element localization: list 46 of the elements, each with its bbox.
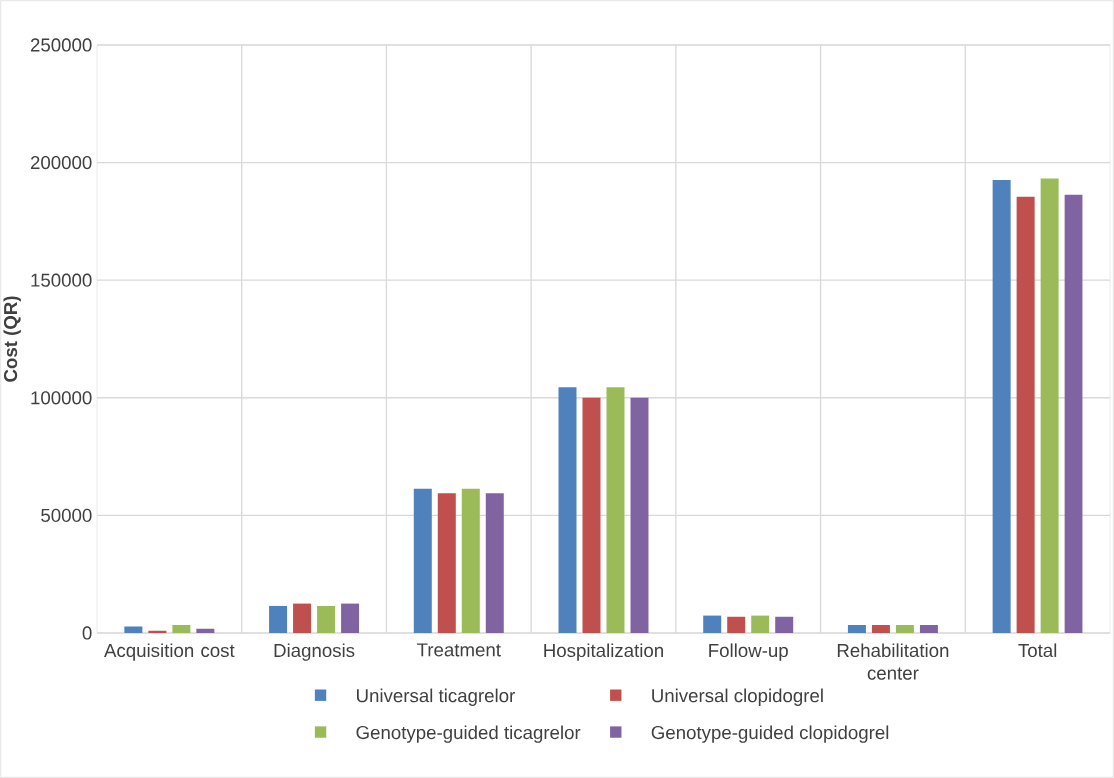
bar <box>871 624 890 633</box>
x-tick-label: Follow-up <box>709 643 788 661</box>
bar <box>269 605 288 633</box>
legend-label: Universal ticagrelor <box>357 688 515 706</box>
bar <box>293 603 312 633</box>
bar <box>1040 178 1059 633</box>
bar <box>919 624 938 633</box>
bar <box>341 603 360 633</box>
bar <box>775 616 794 633</box>
bar <box>558 387 577 633</box>
bar <box>727 616 746 633</box>
bar <box>847 624 866 633</box>
bar <box>606 387 625 633</box>
bar <box>582 397 601 633</box>
bar <box>196 628 215 633</box>
y-tick-label: 0 <box>82 626 92 640</box>
x-tick-label: Diagnosis <box>274 643 355 661</box>
bar <box>992 180 1011 633</box>
bar <box>751 615 770 633</box>
x-tick-label: Treatment <box>417 643 501 657</box>
bar <box>124 626 143 633</box>
bar <box>172 624 191 633</box>
legend-label: Genotype-guided ticagrelor <box>356 725 581 743</box>
bar <box>485 493 504 633</box>
bar <box>895 624 914 633</box>
x-tick-label: Hospitalization <box>544 643 663 661</box>
y-axis-title: Cost (QR) <box>3 296 21 382</box>
x-tick-label: Total <box>1018 643 1057 658</box>
bar <box>1016 196 1035 633</box>
x-tick-label: Acquisition cost <box>104 643 235 661</box>
y-tick-label: 250000 <box>30 38 92 52</box>
bar <box>148 630 167 633</box>
y-tick-label: 150000 <box>31 273 92 287</box>
bar <box>1064 194 1083 633</box>
y-tick-label: 200000 <box>30 155 92 170</box>
y-tick-label: 100000 <box>31 391 92 405</box>
bar <box>437 493 456 633</box>
bar <box>630 397 649 633</box>
bar <box>413 488 432 633</box>
legend-label: Universal clopidogrel <box>652 688 823 706</box>
bar <box>317 605 336 633</box>
bar <box>461 488 480 633</box>
legend-label: Genotype-guided clopidogrel <box>651 725 889 743</box>
x-tick-label: Rehabilitation center <box>837 643 949 680</box>
y-tick-label: 50000 <box>41 508 92 522</box>
bar <box>703 615 722 633</box>
